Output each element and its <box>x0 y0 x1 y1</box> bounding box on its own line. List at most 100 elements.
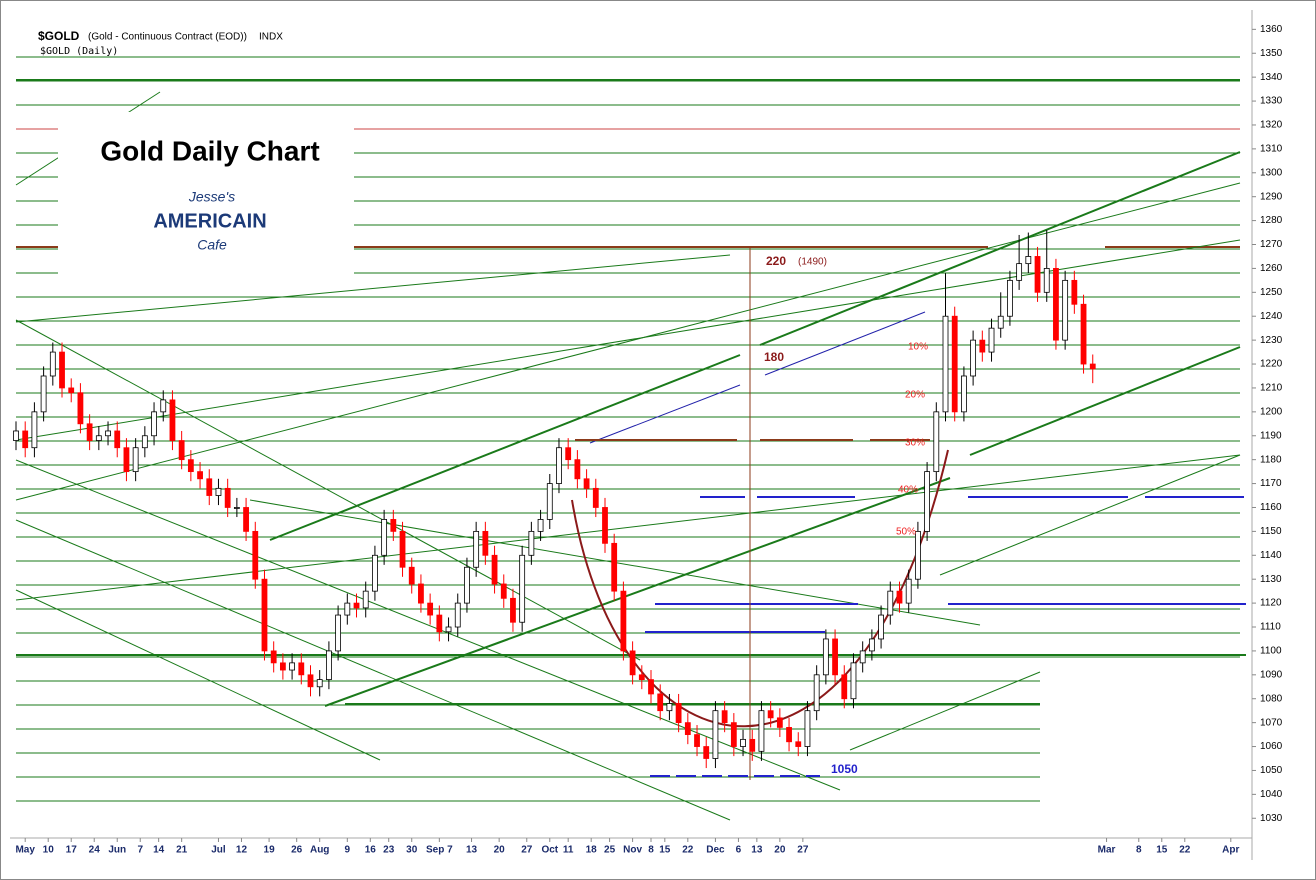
candle-body <box>187 459 194 473</box>
x-tick-label: 20 <box>774 845 786 856</box>
candle-body <box>657 693 664 712</box>
candle-body <box>169 399 176 441</box>
candle-body <box>896 590 903 604</box>
x-tick-label: Oct <box>541 845 558 856</box>
candle-body <box>795 741 802 747</box>
x-tick-label: 20 <box>494 845 506 856</box>
candle-body <box>307 674 314 688</box>
x-tick-label: Dec <box>706 845 725 856</box>
y-tick-label: 1220 <box>1260 359 1283 370</box>
candle-body <box>565 447 572 461</box>
y-tick-label: 1120 <box>1260 598 1282 609</box>
y-tick-label: 1110 <box>1260 622 1281 633</box>
x-tick-label: 26 <box>291 845 303 856</box>
y-tick-label: 1070 <box>1260 717 1283 728</box>
candles <box>13 230 1096 769</box>
y-tick-label: 1360 <box>1260 24 1283 35</box>
candle-body <box>528 530 535 556</box>
annotation: 10% <box>908 342 928 353</box>
logo-text: AMERICAIN <box>153 210 266 232</box>
y-tick-label: 1240 <box>1260 311 1283 322</box>
x-tick-label: 8 <box>1136 845 1142 856</box>
candle-body <box>721 710 728 724</box>
x-tick-label: 21 <box>176 845 188 856</box>
x-tick-label: Jul <box>211 845 226 856</box>
candle-body <box>611 542 618 592</box>
candle-body <box>408 566 415 585</box>
y-tick-label: 1270 <box>1260 239 1283 250</box>
y-tick-label: 1310 <box>1260 144 1283 155</box>
chart-title: Gold Daily Chart <box>100 135 319 166</box>
candle-body <box>519 554 526 623</box>
candle-body <box>878 614 884 640</box>
x-tick-label: 12 <box>236 845 248 856</box>
annotation: 180 <box>764 350 784 364</box>
x-tick-label: 27 <box>797 845 809 856</box>
x-tick-label: 13 <box>751 845 763 856</box>
y-tick-label: 1170 <box>1260 478 1282 489</box>
candle-body <box>353 602 360 609</box>
candle-body <box>464 566 470 604</box>
annotation: 40% <box>898 485 918 496</box>
candle-body <box>500 583 507 599</box>
candle-body <box>666 703 673 712</box>
candle-body <box>1089 363 1096 370</box>
x-tick-label: 10 <box>43 845 55 856</box>
candle-body <box>77 392 84 425</box>
x-tick-label: 25 <box>604 845 616 856</box>
candle-body <box>813 674 820 712</box>
cup-curve <box>571 449 949 728</box>
y-tick-label: 1180 <box>1260 454 1282 465</box>
candle-body <box>141 435 148 449</box>
candle-body <box>279 662 286 671</box>
x-tick-label: 11 <box>563 845 574 856</box>
candle-body <box>215 487 222 496</box>
candle-body <box>749 738 756 752</box>
candle-body <box>261 578 268 652</box>
candle-body <box>997 315 1004 329</box>
candle-body <box>556 447 562 484</box>
candle-body <box>841 674 848 700</box>
candle-body <box>648 679 654 695</box>
x-tick-label: 14 <box>153 845 165 856</box>
candle-body <box>1080 303 1087 365</box>
annotation: (1490) <box>798 257 827 268</box>
candle-body <box>979 339 986 353</box>
y-tick-label: 1230 <box>1260 335 1283 346</box>
candle-body <box>298 662 305 676</box>
x-tick-label: 17 <box>66 845 78 856</box>
axes: 1030104010501060107010801090110011101120… <box>15 24 1282 856</box>
candle-body <box>970 339 977 377</box>
candle-body <box>546 483 553 520</box>
candle-body <box>694 734 700 747</box>
candle-body <box>399 530 406 568</box>
candle-body <box>418 583 424 604</box>
candle-body <box>197 471 203 480</box>
candle-body <box>758 710 765 752</box>
y-tick-label: 1300 <box>1260 167 1283 178</box>
candle-body <box>362 590 369 609</box>
candle-body <box>740 738 746 747</box>
candle-body <box>105 430 111 437</box>
candle-body <box>914 530 921 580</box>
candle-body <box>427 602 434 616</box>
candle-body <box>951 315 958 413</box>
logo-text: Cafe <box>197 237 227 253</box>
x-tick-label: Mar <box>1098 845 1116 856</box>
candle-body <box>675 703 682 724</box>
y-tick-label: 1060 <box>1260 741 1283 752</box>
candle-body <box>454 602 461 628</box>
header-symbol: $GOLD <box>38 29 80 43</box>
candle-body <box>574 459 581 480</box>
y-tick-label: 1090 <box>1260 669 1283 680</box>
x-tick-label: 24 <box>89 845 101 856</box>
candle-body <box>372 554 378 592</box>
y-tick-label: 1340 <box>1260 72 1283 83</box>
x-tick-label: 16 <box>365 845 377 856</box>
candle-body <box>390 519 397 532</box>
candle-body <box>583 478 590 489</box>
x-tick-label: 7 <box>137 845 143 856</box>
logo-text: Jesse's <box>188 189 235 205</box>
